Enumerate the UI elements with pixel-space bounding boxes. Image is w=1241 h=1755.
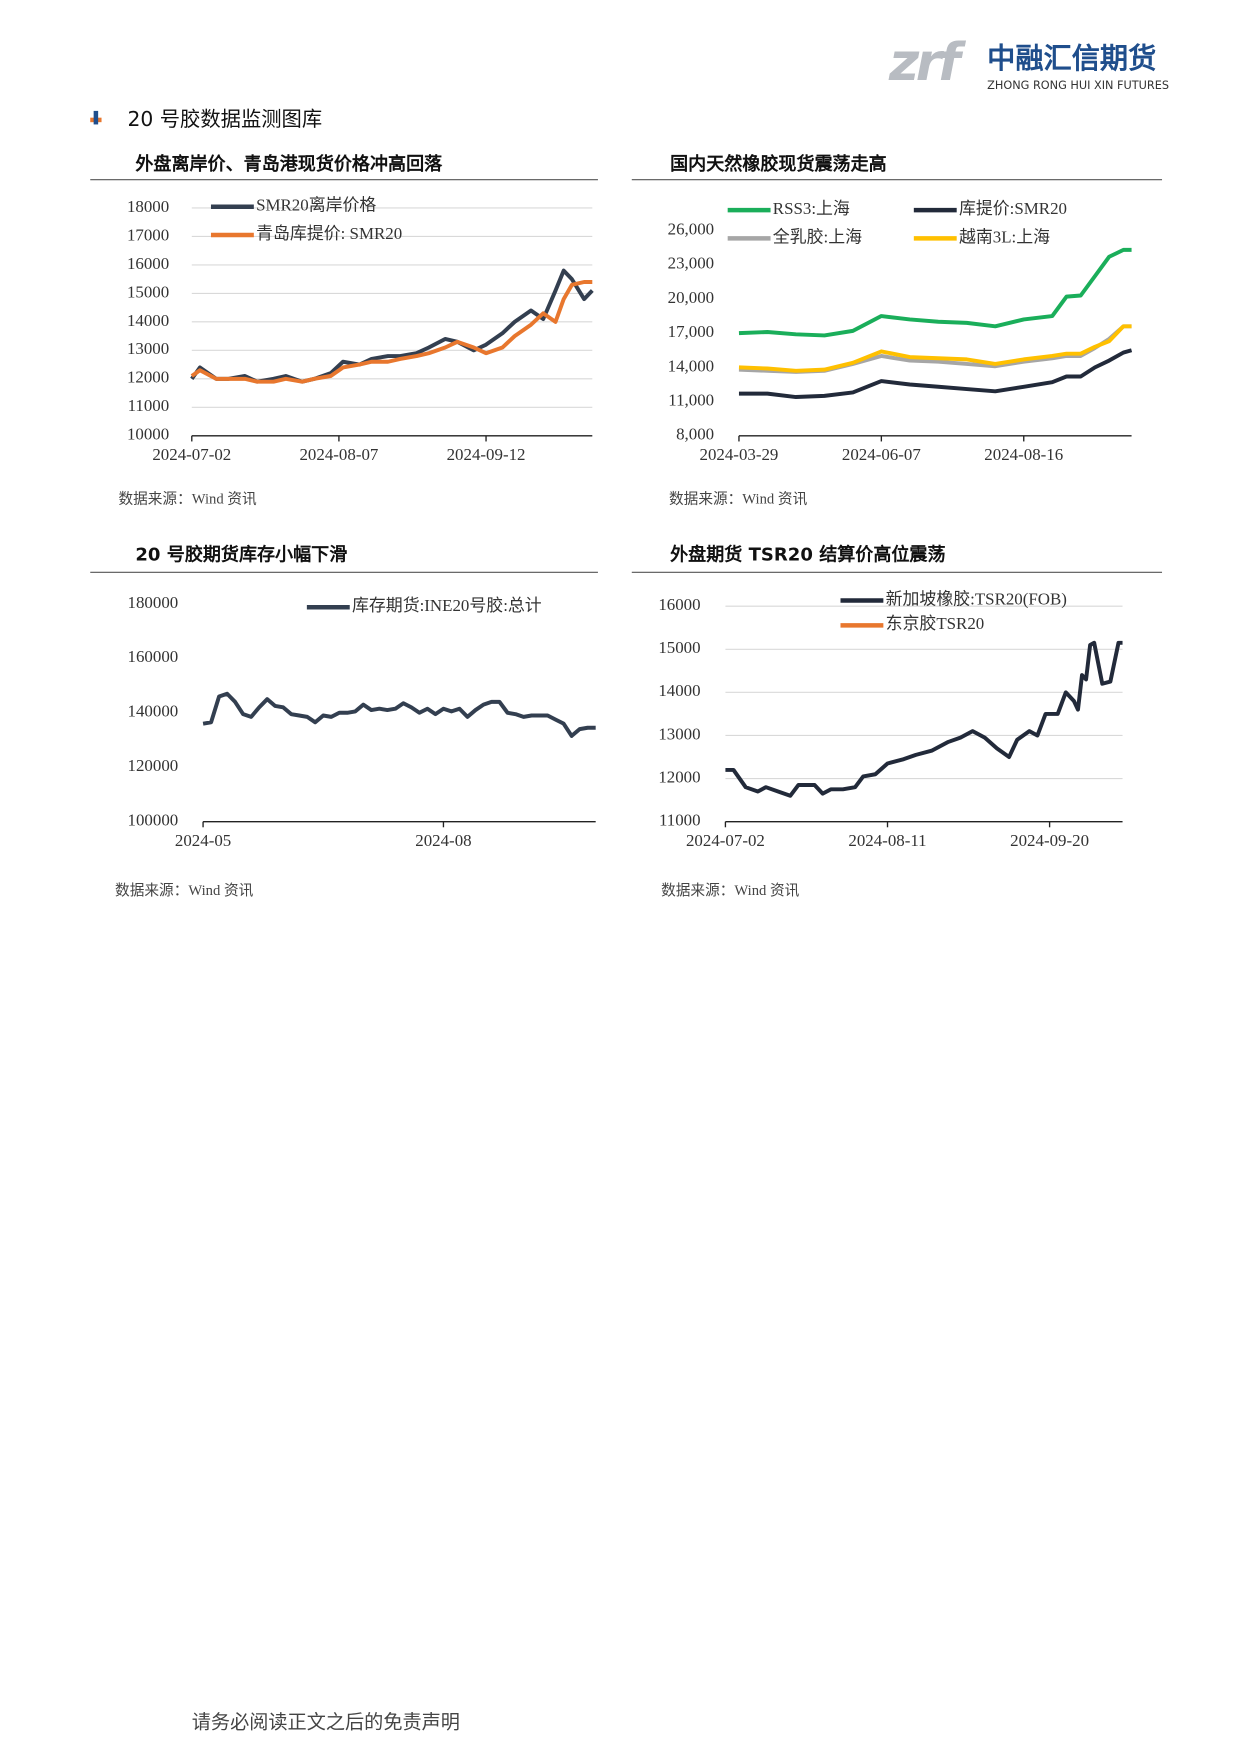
logo: zrf 中融汇信期货 ZHONG RONG HUI XIN FUTURES xyxy=(888,33,1169,93)
x-tick-label: 2024-07-02 xyxy=(152,445,231,464)
y-tick-label: 15000 xyxy=(127,282,169,301)
x-tick-label: 2024-08-11 xyxy=(848,831,926,850)
y-tick-label: 12000 xyxy=(127,368,169,387)
section-title: 20 号胶数据监测图库 xyxy=(127,107,322,131)
y-tick-label: 100000 xyxy=(128,811,179,830)
y-tick-label: 13000 xyxy=(658,724,700,743)
y-tick-label: 14000 xyxy=(658,681,700,700)
source-note: 数据来源：Wind 资讯 xyxy=(661,882,800,899)
legend-label: 青岛库提价: SMR20 xyxy=(256,224,402,243)
y-tick-label: 11000 xyxy=(659,811,701,830)
y-tick-label: 16000 xyxy=(127,254,169,273)
y-tick-label: 140000 xyxy=(128,702,179,721)
y-tick-label: 18000 xyxy=(127,197,169,216)
series-line xyxy=(190,280,593,384)
y-tick-label: 26,000 xyxy=(668,219,715,238)
source-note: 数据来源：Wind 资讯 xyxy=(118,490,257,507)
y-tick-label: 16000 xyxy=(658,595,700,614)
source-note: 数据来源：Wind 资讯 xyxy=(669,490,808,507)
y-tick-label: 23,000 xyxy=(668,254,715,273)
icon-part xyxy=(93,110,99,125)
footer-note: 请务必阅读正文之后的免责声明 xyxy=(192,1711,460,1734)
chart-title: 20 号胶期货库存小幅下滑 xyxy=(135,543,347,565)
company-name-en: ZHONG RONG HUI XIN FUTURES xyxy=(987,79,1169,92)
legend-label: 东京胶TSR20 xyxy=(886,614,985,633)
logo-mark: zrf xyxy=(888,33,967,93)
x-tick-label: 2024-09-20 xyxy=(1010,831,1089,850)
series-line xyxy=(738,348,1133,400)
legend-label: 库存期货:INE20号胶:总计 xyxy=(352,596,542,615)
y-tick-label: 8,000 xyxy=(676,425,714,444)
x-tick-label: 2024-03-29 xyxy=(700,445,779,464)
legend-label: 全乳胶:上海 xyxy=(773,227,862,246)
y-tick-label: 15000 xyxy=(658,638,700,657)
x-tick-label: 2024-07-02 xyxy=(686,831,765,850)
y-tick-label: 14000 xyxy=(127,311,169,330)
y-tick-label: 17000 xyxy=(127,225,169,244)
legend-label: SMR20离岸价格 xyxy=(256,196,376,215)
x-tick-label: 2024-08-07 xyxy=(299,445,378,464)
y-tick-label: 10000 xyxy=(127,425,169,444)
series-line xyxy=(738,247,1132,338)
y-tick-label: 14,000 xyxy=(668,356,715,375)
series-line xyxy=(202,691,596,738)
y-tick-label: 17,000 xyxy=(668,322,715,341)
x-tick-label: 2024-06-07 xyxy=(842,445,921,464)
x-tick-label: 2024-08 xyxy=(415,831,471,850)
y-tick-label: 13000 xyxy=(127,339,169,358)
legend-label: 库提价:SMR20 xyxy=(959,199,1067,218)
y-tick-label: 120000 xyxy=(128,756,179,775)
y-tick-label: 160000 xyxy=(128,647,179,666)
company-name: 中融汇信期货 xyxy=(987,42,1156,75)
x-tick-label: 2024-08-16 xyxy=(984,445,1063,464)
y-tick-label: 11,000 xyxy=(668,390,714,409)
y-tick-label: 12000 xyxy=(658,767,700,786)
chart-title: 外盘离岸价、青岛港现货价格冲高回落 xyxy=(135,153,443,175)
y-tick-label: 11000 xyxy=(128,396,170,415)
chart-title: 国内天然橡胶现货震荡走高 xyxy=(670,153,887,175)
section-icon xyxy=(90,110,102,125)
legend-label: 越南3L:上海 xyxy=(959,227,1050,246)
x-tick-label: 2024-05 xyxy=(175,831,231,850)
legend-label: RSS3:上海 xyxy=(773,199,850,218)
legend-label: 新加坡橡胶:TSR20(FOB) xyxy=(886,589,1067,608)
x-tick-label: 2024-09-12 xyxy=(447,445,526,464)
y-tick-label: 20,000 xyxy=(668,288,715,307)
series-line xyxy=(738,324,1132,373)
y-tick-label: 180000 xyxy=(128,593,179,612)
series-line xyxy=(725,640,1123,798)
chart-title: 外盘期货 TSR20 结算价高位震荡 xyxy=(670,543,945,565)
source-note: 数据来源：Wind 资讯 xyxy=(115,882,254,899)
